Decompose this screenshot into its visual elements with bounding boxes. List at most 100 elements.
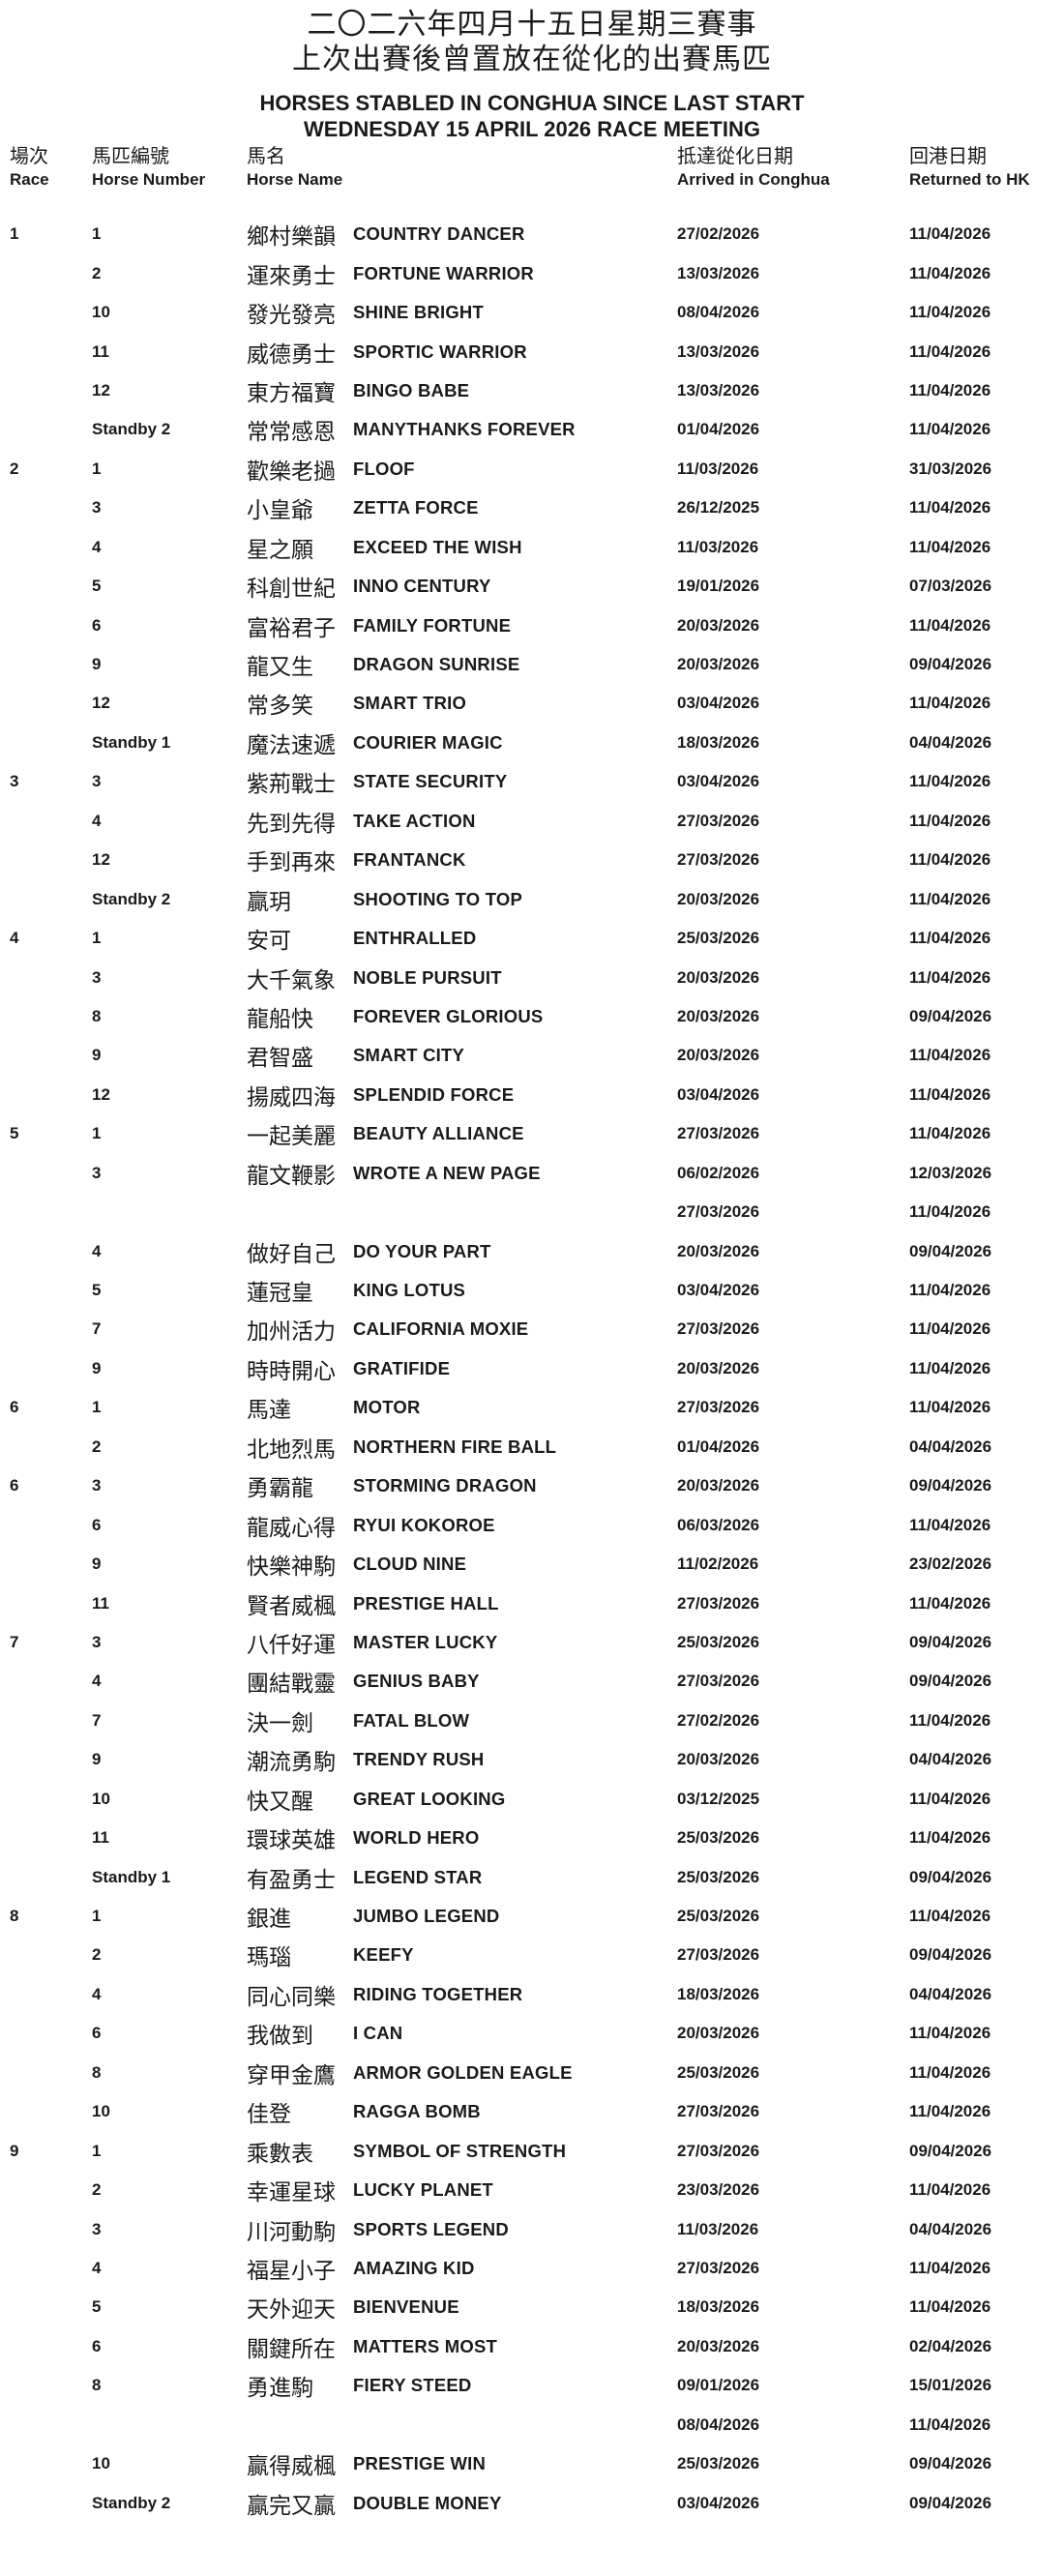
cell-name-zh: 蓮冠皇 — [247, 1280, 313, 1306]
table-row: 6 富裕君子 FAMILY FORTUNE 20/03/2026 11/04/2026 — [0, 606, 1054, 644]
cell-returned: 11/04/2026 — [909, 420, 991, 439]
cell-arrived: 11/03/2026 — [677, 537, 759, 556]
cell-returned: 11/04/2026 — [909, 380, 991, 400]
table-row: 3 3 紫荊戰士 STATE SECURITY 03/04/2026 11/04/2026 — [0, 762, 1054, 801]
table-row: 5 1 一起美麗 BEAUTY ALLIANCE 27/03/2026 11/04/202… — [0, 1114, 1054, 1153]
cell-returned: 11/04/2026 — [909, 498, 991, 518]
cell-returned: 11/04/2026 — [909, 1907, 991, 1926]
cell-name-en: FRANTANCK — [353, 849, 466, 871]
cell-returned: 11/04/2026 — [909, 1084, 991, 1104]
table-row: 6 我做到 I CAN 20/03/2026 11/04/2026 — [0, 2014, 1054, 2053]
table-column-headers: 場次 Race 馬匹編號 Horse Number 馬名 Horse Name … — [0, 145, 1064, 191]
cell-returned: 09/04/2026 — [909, 1476, 992, 1495]
cell-name-en: EXCEED THE WISH — [353, 536, 522, 557]
cell-name-en: I CAN — [353, 2023, 403, 2044]
cell-number: 6 — [92, 2336, 102, 2355]
cell-arrived: 27/03/2026 — [677, 2102, 760, 2121]
cell-race: 7 — [10, 1632, 19, 1651]
cell-returned: 11/04/2026 — [909, 2024, 991, 2043]
cell-number: Standby 2 — [92, 2493, 171, 2512]
cell-name-en: FATAL BLOW — [353, 1709, 470, 1731]
cell-name-zh: 環球英雄 — [247, 1827, 336, 1853]
cell-arrived: 13/03/2026 — [677, 380, 760, 400]
cell-arrived: 18/03/2026 — [677, 2297, 760, 2317]
cell-name-zh: 天外迎天 — [247, 2296, 336, 2323]
cell-arrived: 20/03/2026 — [677, 1046, 760, 1065]
table-row: 9 時時開心 GRATIFIDE 20/03/2026 11/04/2026 — [0, 1349, 1054, 1388]
cell-arrived: 01/04/2026 — [677, 1436, 760, 1456]
cell-arrived: 03/12/2025 — [677, 1789, 760, 1808]
cell-number: 12 — [92, 380, 110, 400]
cell-name-en: SMART CITY — [353, 1045, 465, 1066]
cell-name-en: JUMBO LEGEND — [353, 1906, 500, 1927]
cell-arrived: 03/04/2026 — [677, 772, 760, 791]
table-row: 5 蓮冠皇 KING LOTUS 03/04/2026 11/04/2026 — [0, 1271, 1054, 1310]
cell-returned: 11/04/2026 — [909, 2102, 991, 2121]
cell-arrived: 19/01/2026 — [677, 577, 760, 596]
cell-arrived: 06/03/2026 — [677, 1515, 760, 1534]
cell-arrived: 20/03/2026 — [677, 655, 760, 674]
cell-name-zh: 東方福寶 — [247, 379, 336, 405]
cell-number: 5 — [92, 2297, 102, 2317]
cell-name-en: SPORTS LEGEND — [353, 2218, 509, 2239]
cell-returned: 11/04/2026 — [909, 1710, 991, 1730]
cell-name-en: COURIER MAGIC — [353, 731, 503, 753]
cell-name-en: BIENVENUE — [353, 2296, 459, 2318]
table-row: 2 1 歡樂老撾 FLOOF 11/03/2026 31/03/2026 — [0, 450, 1054, 489]
table-row: 9 龍又生 DRAGON SUNRISE 20/03/2026 09/04/2026 — [0, 645, 1054, 684]
cell-name-en: FLOOF — [353, 458, 415, 479]
cell-name-zh: 關鍵所在 — [247, 2335, 336, 2361]
cell-name-zh: 團結戰靈 — [247, 1671, 336, 1697]
cell-number: 9 — [92, 655, 102, 674]
column-header-returned: 回港日期 Returned to HK — [909, 145, 1064, 191]
cell-arrived: 11/03/2026 — [677, 2219, 759, 2238]
cell-name-zh: 一起美麗 — [247, 1123, 336, 1149]
cell-returned: 09/04/2026 — [909, 1867, 992, 1886]
cell-returned: 23/02/2026 — [909, 1554, 992, 1574]
cell-name-en: DO YOUR PART — [353, 1240, 491, 1261]
table-row: 6 龍威心得 RYUI KOKOROE 06/03/2026 11/04/2026 — [0, 1505, 1054, 1544]
cell-name-zh: 做好自己 — [247, 1240, 336, 1266]
table-row: 1 1 鄉村樂韻 COUNTRY DANCER 27/02/2026 11/04/2026 — [0, 215, 1054, 253]
cell-name-zh: 銀進 — [247, 1906, 291, 1932]
table-row: 9 潮流勇駒 TRENDY RUSH 20/03/2026 04/04/2026 — [0, 1740, 1054, 1779]
table-row: 3 川河動駒 SPORTS LEGEND 11/03/2026 04/04/2026 — [0, 2209, 1054, 2248]
cell-name-zh: 紫荊戰士 — [247, 771, 336, 797]
cell-name-zh: 我做到 — [247, 2023, 313, 2049]
cell-number: 5 — [92, 1281, 102, 1300]
cell-number: 4 — [92, 811, 102, 830]
cell-returned: 11/04/2026 — [909, 1046, 991, 1065]
cell-name-en: DOUBLE MONEY — [353, 2492, 502, 2513]
cell-name-zh: 福星小子 — [247, 2257, 336, 2283]
table-row: 4 福星小子 AMAZING KID 27/03/2026 11/04/2026 — [0, 2249, 1054, 2288]
column-header-horse-number-zh: 馬匹編號 — [92, 146, 169, 167]
table-row: 9 君智盛 SMART CITY 20/03/2026 11/04/2026 — [0, 1036, 1054, 1075]
cell-arrived: 27/03/2026 — [677, 1319, 760, 1339]
table-row: Standby 1 有盈勇士 LEGEND STAR 25/03/2026 09/04/… — [0, 1857, 1054, 1896]
cell-name-zh: 佳登 — [247, 2101, 291, 2127]
cell-name-zh: 富裕君子 — [247, 614, 336, 640]
cell-arrived: 20/03/2026 — [677, 615, 760, 635]
cell-name-en: MASTER LUCKY — [353, 1631, 498, 1652]
cell-arrived: 27/03/2026 — [677, 1593, 760, 1613]
cell-returned: 11/04/2026 — [909, 2180, 991, 2200]
cell-name-en: GENIUS BABY — [353, 1671, 480, 1692]
table-row: 4 先到先得 TAKE ACTION 27/03/2026 11/04/2026 — [0, 802, 1054, 841]
cell-name-zh: 時時開心 — [247, 1357, 336, 1383]
cell-name-en: FIERY STEED — [353, 2375, 472, 2396]
cell-race: 6 — [10, 1476, 19, 1495]
cell-name-zh: 加州活力 — [247, 1318, 336, 1345]
column-header-arrived-en: Arrived in Conghua — [677, 170, 830, 189]
cell-name-en: DRAGON SUNRISE — [353, 654, 520, 675]
cell-returned: 11/04/2026 — [909, 967, 991, 987]
table-row: 4 星之願 EXCEED THE WISH 11/03/2026 11/04/2026 — [0, 528, 1054, 567]
cell-name-zh: 幸運星球 — [247, 2179, 336, 2206]
cell-returned: 31/03/2026 — [909, 459, 992, 478]
cell-number: 3 — [92, 967, 102, 987]
table-row: 9 快樂神駒 CLOUD NINE 11/02/2026 23/02/2026 — [0, 1545, 1054, 1584]
cell-arrived: 25/03/2026 — [677, 929, 760, 948]
cell-returned: 11/04/2026 — [909, 850, 991, 870]
column-header-horse-name-en: Horse Name — [247, 170, 343, 189]
cell-arrived: 25/03/2026 — [677, 1828, 760, 1848]
cell-number: 1 — [92, 1124, 102, 1143]
